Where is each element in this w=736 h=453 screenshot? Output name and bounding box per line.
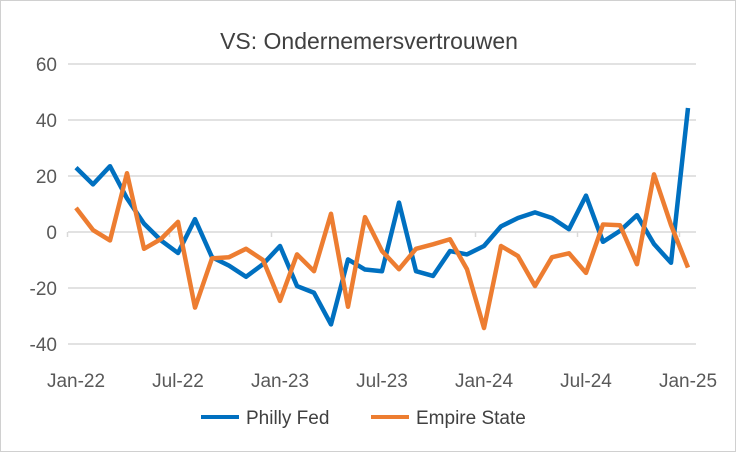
series-line-philly-fed bbox=[76, 108, 688, 324]
y-tick-label: -40 bbox=[30, 335, 57, 356]
y-tick-label: 60 bbox=[36, 55, 57, 76]
x-tick-label: Jul-24 bbox=[560, 371, 612, 392]
legend-label-empire-state: Empire State bbox=[416, 408, 526, 429]
chart-title: VS: Ondernemersvertrouwen bbox=[220, 28, 518, 54]
y-tick-label: -20 bbox=[30, 279, 57, 300]
x-tick-label: Jul-23 bbox=[356, 371, 408, 392]
legend: Philly Fed Empire State bbox=[201, 408, 526, 429]
x-tick-label: Jan-24 bbox=[455, 371, 514, 392]
x-tick-label: Jan-22 bbox=[47, 371, 105, 392]
y-tick-label: 40 bbox=[36, 111, 57, 132]
x-tick-label: Jul-22 bbox=[152, 371, 204, 392]
x-tick-label: Jan-23 bbox=[251, 371, 309, 392]
y-tick-label: 20 bbox=[36, 167, 57, 188]
legend-label-philly-fed: Philly Fed bbox=[246, 408, 329, 429]
y-tick-label: 0 bbox=[46, 223, 57, 244]
x-tick-label: Jan-25 bbox=[659, 371, 717, 392]
series-line-empire-state bbox=[76, 173, 688, 328]
